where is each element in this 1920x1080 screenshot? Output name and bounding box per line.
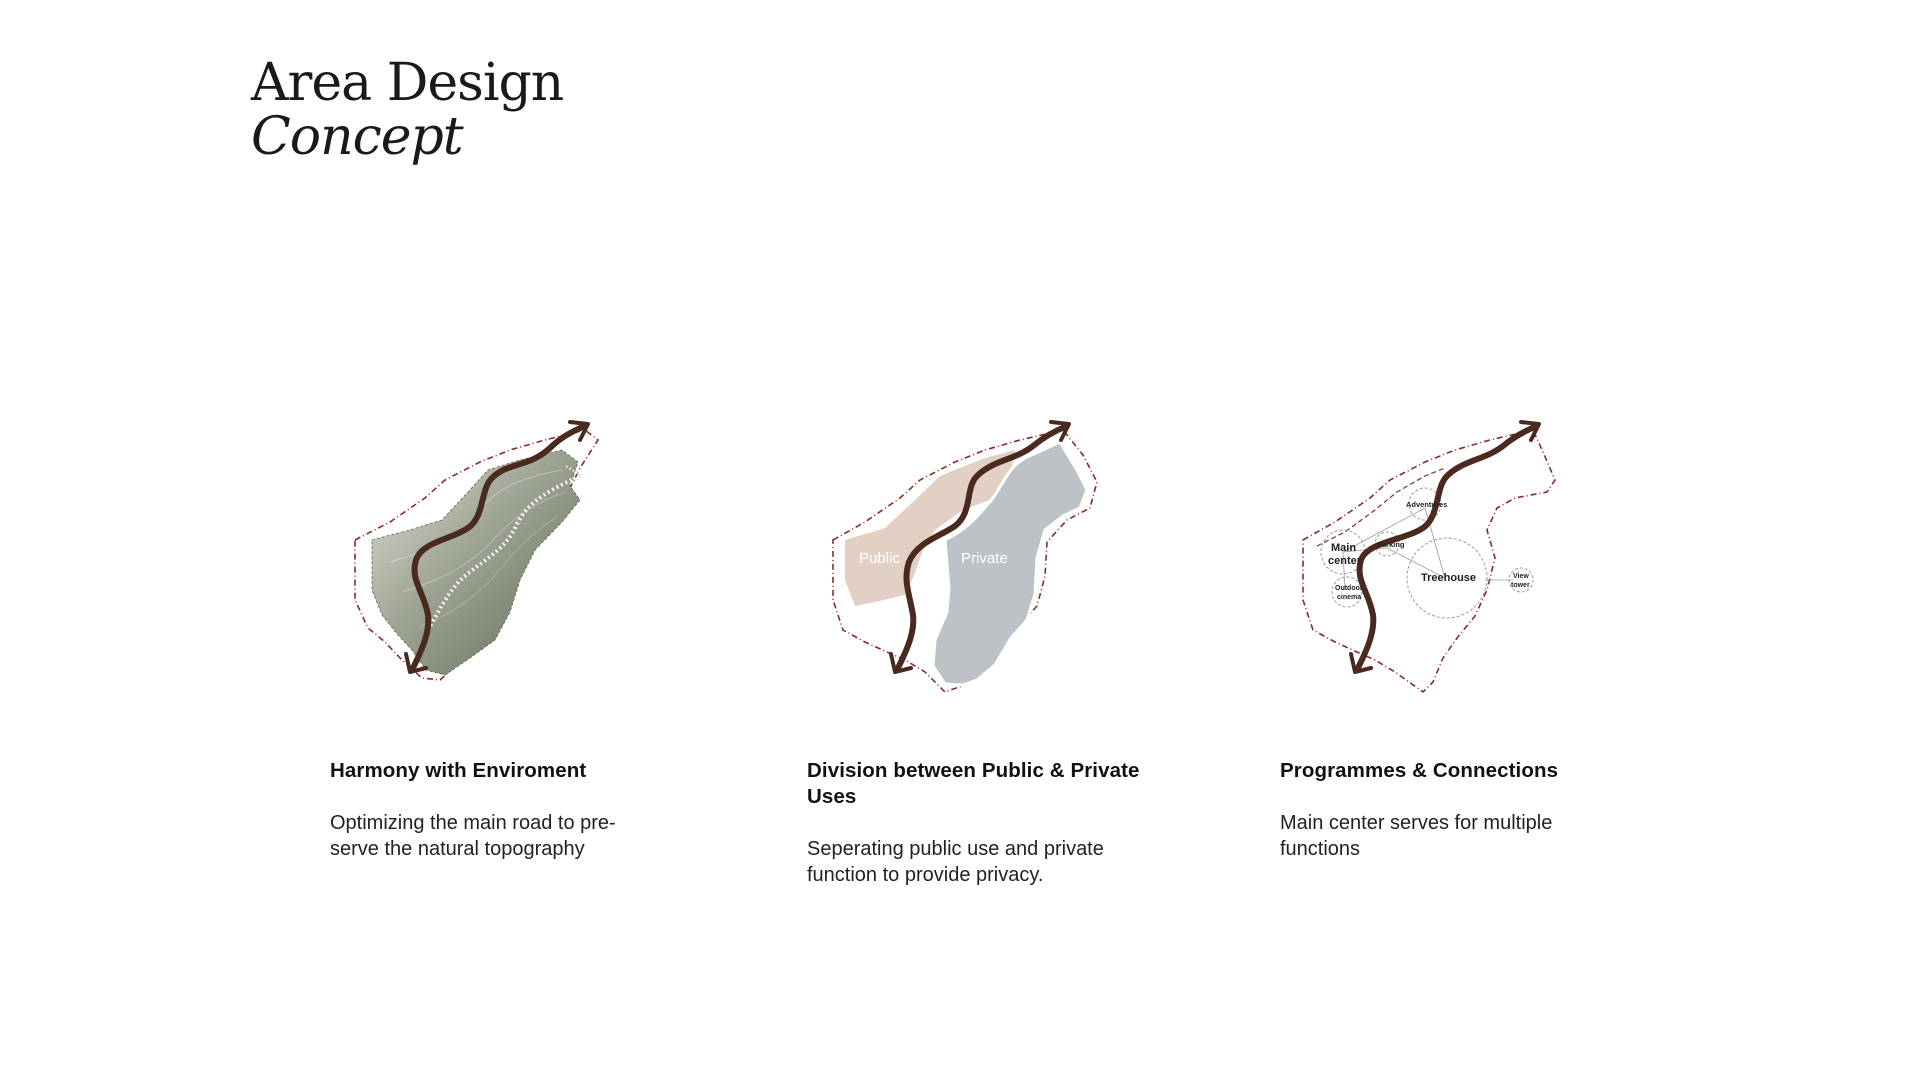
caption-heading: Division between Public & Private Uses bbox=[807, 759, 1140, 808]
caption-body: Main center serves for multiple function… bbox=[1280, 812, 1553, 860]
parking-label: Parking bbox=[1377, 540, 1405, 549]
main-center-label-2: center bbox=[1328, 555, 1362, 567]
contour-line bbox=[419, 515, 559, 627]
treehouse-node bbox=[1406, 537, 1488, 619]
road-arrow-head-start bbox=[404, 652, 428, 674]
main-center-label-1: Main bbox=[1331, 542, 1356, 554]
title-line-1: Area Design bbox=[251, 53, 564, 113]
view-tower-label-2: tower bbox=[1511, 582, 1530, 589]
diagram-topography bbox=[330, 380, 690, 710]
connection-lines bbox=[1342, 507, 1513, 591]
adventures-node bbox=[1408, 487, 1442, 521]
caption-harmony: Harmony with Enviroment Optimizing the m… bbox=[330, 758, 690, 862]
terrain-shape bbox=[371, 449, 581, 676]
inner-boundary bbox=[1316, 467, 1446, 547]
road-arrow-head-start bbox=[889, 652, 913, 674]
private-zone-label: Private bbox=[961, 550, 1008, 567]
adventures-label: Adventures bbox=[1406, 500, 1447, 509]
caption-programmes: Programmes & Connections Main center ser… bbox=[1280, 758, 1640, 862]
caption-body: Seperating public use and private functi… bbox=[807, 838, 1104, 886]
public-zone-label: Public bbox=[859, 550, 900, 567]
caption-heading: Harmony with Enviroment bbox=[330, 759, 587, 782]
outdoor-cinema-node bbox=[1331, 576, 1363, 608]
page-title: Area Design Concept bbox=[251, 53, 564, 167]
title-line-2: Concept bbox=[251, 107, 464, 167]
outdoor-cinema-label-2: cinema bbox=[1337, 594, 1361, 601]
diagram-programmes: Main center Adventures Parking Outdoor c… bbox=[1275, 380, 1635, 710]
diagram-public-private: Public Private bbox=[805, 380, 1165, 710]
stream-arrow-head bbox=[565, 465, 584, 485]
caption-heading: Programmes & Connections bbox=[1280, 759, 1559, 782]
road-arrow-head-end bbox=[1519, 420, 1541, 442]
main-road bbox=[1354, 423, 1540, 673]
caption-body: Optimizing the main road to pre-serve th… bbox=[330, 812, 616, 860]
outdoor-cinema-label-1: Outdoor bbox=[1335, 585, 1363, 592]
road-arrow-head-end bbox=[568, 420, 590, 442]
caption-public-private: Division between Public & Private Uses S… bbox=[807, 758, 1167, 888]
view-tower-label-1: View bbox=[1513, 573, 1529, 580]
contour-line bbox=[401, 491, 567, 593]
main-road bbox=[894, 423, 1070, 673]
road-arrow-head-start bbox=[1349, 652, 1373, 674]
view-tower-node bbox=[1508, 567, 1534, 593]
treehouse-label: Treehouse bbox=[1421, 572, 1476, 584]
private-zone bbox=[931, 440, 1089, 687]
road-arrow-head-end bbox=[1049, 420, 1071, 442]
main-road bbox=[409, 423, 588, 673]
